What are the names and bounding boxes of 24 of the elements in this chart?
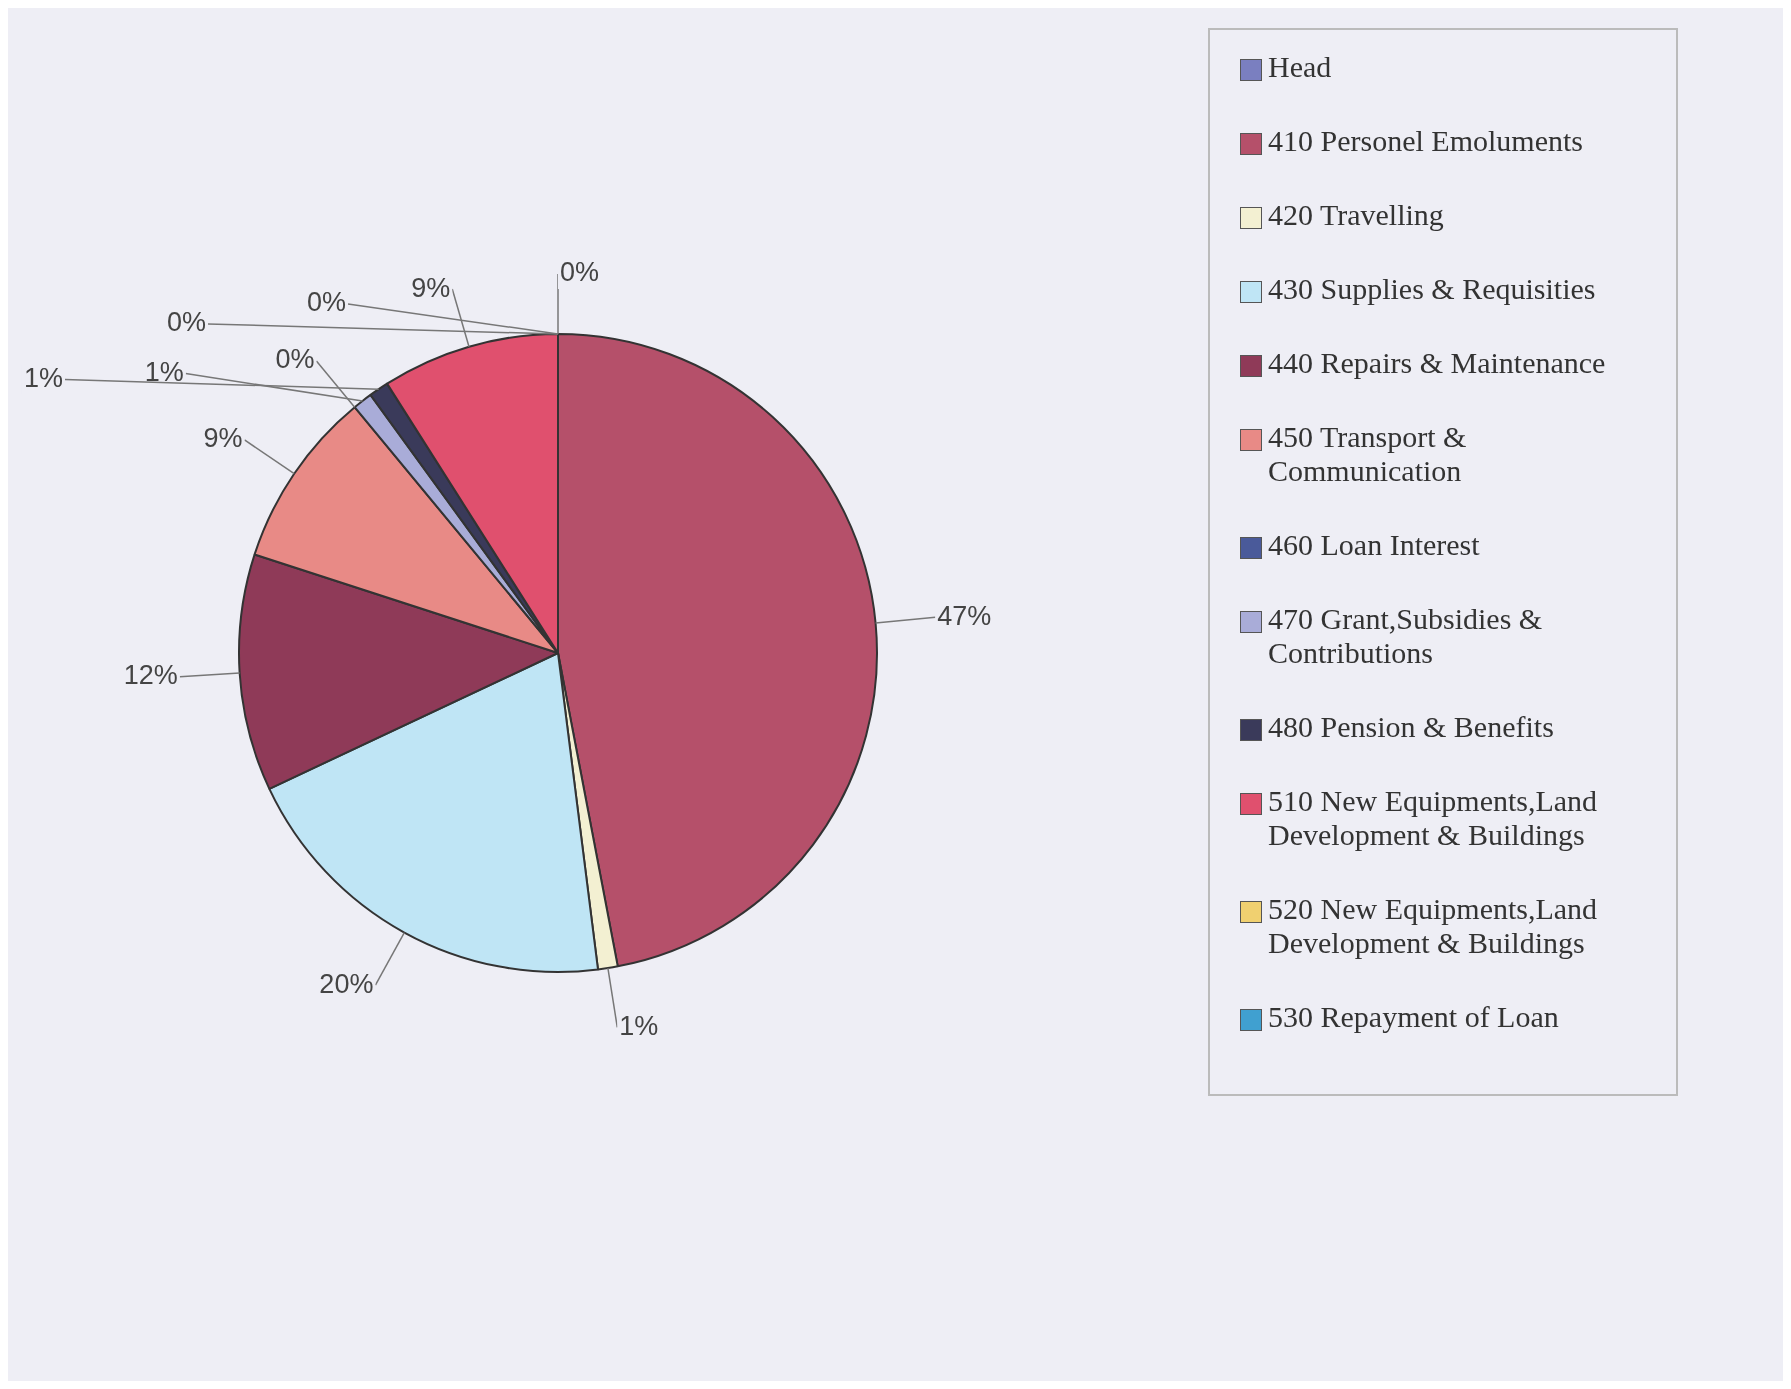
data-label: 20% xyxy=(319,968,374,999)
data-label: 9% xyxy=(411,272,451,303)
legend-label: 430 Supplies & Requisities xyxy=(1268,272,1596,306)
legend-label: 440 Repairs & Maintenance xyxy=(1268,346,1606,380)
data-label: 1% xyxy=(144,356,184,387)
legend-label: 480 Pension & Benefits xyxy=(1268,710,1554,744)
text: 0% xyxy=(306,287,346,318)
legend-label: 530 Repayment of Loan xyxy=(1268,1000,1559,1034)
legend-label: 470 Grant,Subsidies & Contributions xyxy=(1268,602,1544,670)
legend-label: 520 New Equipments,Land Development & Buildings xyxy=(1268,892,1599,960)
text: 0% xyxy=(166,307,206,338)
text: 0% xyxy=(560,257,600,288)
legend-label: 510 New Equipments,Land Development & Buildings xyxy=(1268,784,1599,852)
data-label: 1% xyxy=(23,362,63,393)
data-label: 9% xyxy=(203,423,243,454)
text: 0% xyxy=(275,344,315,375)
data-label: 47% xyxy=(937,600,992,631)
legend-label: 410 Personel Emoluments xyxy=(1268,124,1583,158)
legend-label: 460 Loan Interest xyxy=(1268,528,1480,562)
legend-label: Head xyxy=(1268,50,1332,84)
data-label: 1% xyxy=(619,1010,659,1041)
legend-label: 450 Transport & Communication xyxy=(1268,420,1468,488)
legend-label: 420 Travelling xyxy=(1268,198,1444,232)
data-label: 12% xyxy=(123,660,178,691)
